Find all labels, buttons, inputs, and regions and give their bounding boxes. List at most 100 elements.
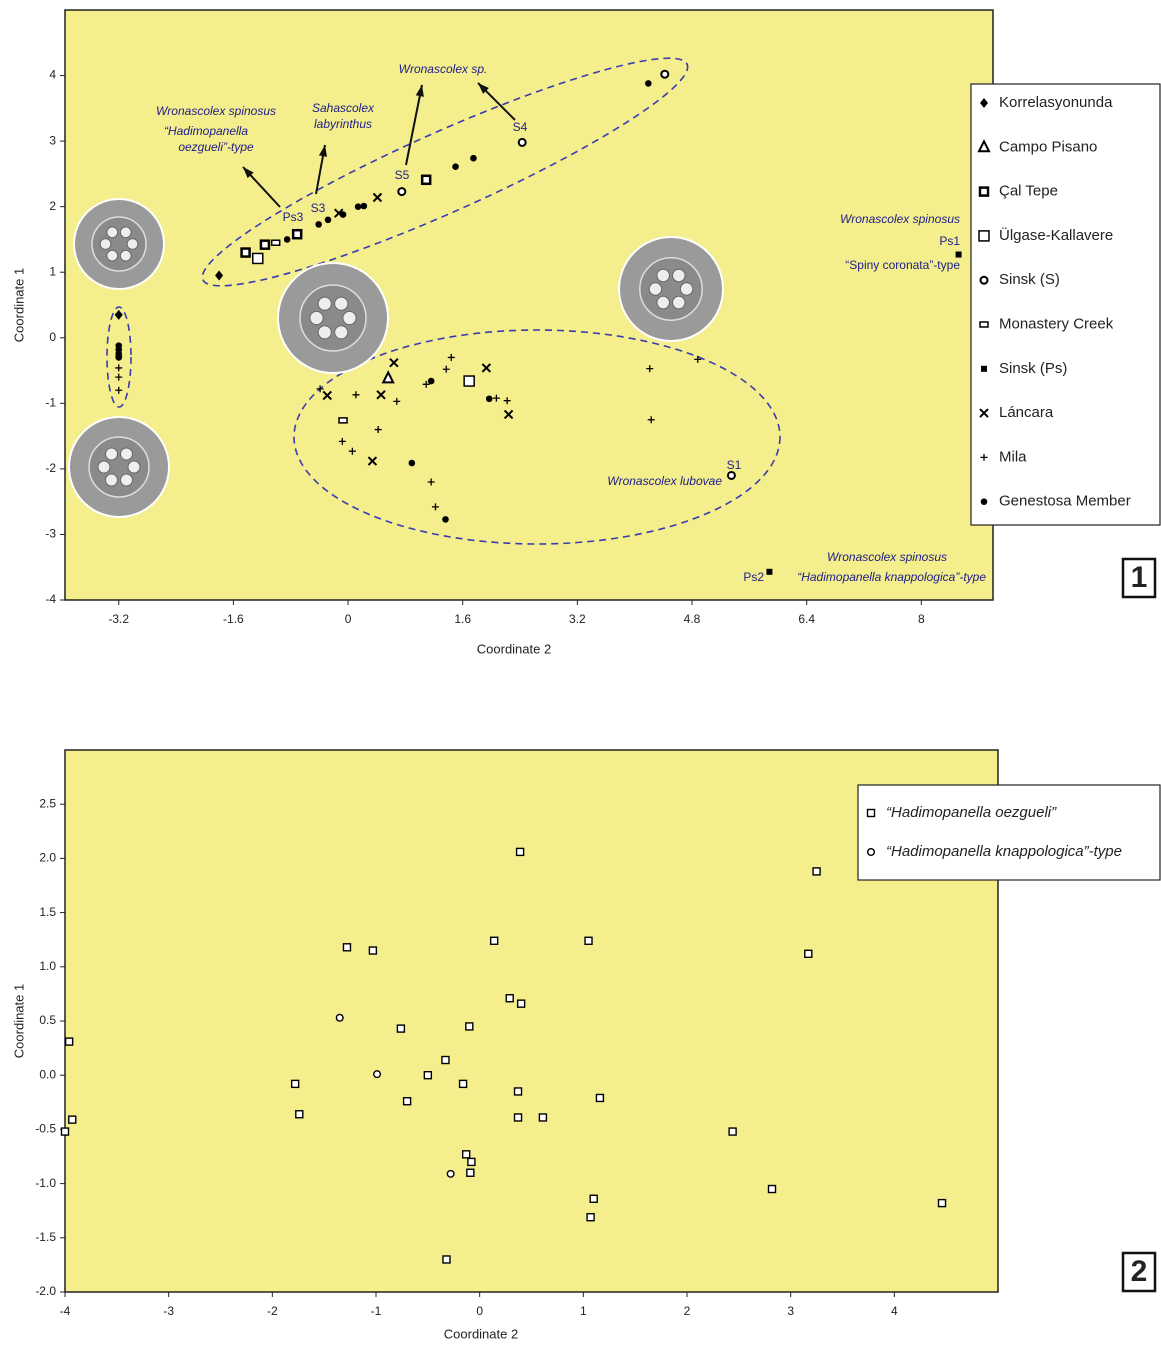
x-tick-label: 8 [918, 612, 925, 626]
point [339, 418, 347, 423]
specimen-image [318, 326, 331, 339]
point [397, 1025, 404, 1032]
point [590, 1195, 597, 1202]
x-tick-label: 2 [684, 1304, 691, 1318]
point [447, 1171, 454, 1178]
annotation: “Hadimopanella [164, 124, 248, 138]
y-tick-label: -1.0 [35, 1176, 56, 1190]
specimen-image [120, 227, 131, 238]
x-tick-label: 4.8 [684, 612, 701, 626]
x-tick-label: 6.4 [798, 612, 815, 626]
point [404, 1098, 411, 1105]
point [355, 203, 362, 210]
specimen-image [107, 250, 118, 261]
point [470, 155, 477, 162]
x-tick-label: -3 [163, 1304, 174, 1318]
point [69, 1116, 76, 1123]
point [422, 176, 430, 184]
point [424, 1072, 431, 1079]
y-tick-label: 2.5 [39, 796, 56, 810]
specimen-image [98, 461, 110, 473]
specimen-image [335, 326, 348, 339]
x-tick-label: 0 [345, 612, 352, 626]
y-axis-label: Coordinate 1 [11, 984, 26, 1058]
point [939, 1200, 946, 1207]
point [518, 1000, 525, 1007]
legend-label: Mila [999, 448, 1027, 465]
x-tick-label: 3 [787, 1304, 794, 1318]
annotation: labyrinthus [314, 117, 372, 131]
point [115, 354, 122, 361]
annotation: S5 [395, 168, 410, 182]
x-tick-label: 1.6 [454, 612, 471, 626]
point [242, 249, 250, 257]
legend-label: Korrelasyonunda [999, 94, 1113, 111]
point [62, 1128, 69, 1135]
y-tick-label: -3 [45, 527, 56, 541]
y-tick-label: 1.5 [39, 905, 56, 919]
point [398, 188, 405, 195]
y-tick-label: 3 [49, 133, 56, 147]
specimen-image [318, 297, 331, 310]
y-tick-label: -4 [45, 592, 56, 606]
specimen-image [649, 283, 661, 295]
specimen-image [680, 283, 692, 295]
legend-marker [868, 849, 875, 856]
point [315, 221, 322, 228]
legend-label: Sinsk (S) [999, 271, 1060, 288]
legend-label: “Hadimopanella knappologica”-type [886, 843, 1122, 860]
annotation: Ps1 [939, 234, 960, 248]
point [442, 1057, 449, 1064]
specimen-image [657, 269, 669, 281]
panel-label: 2 [1131, 1255, 1148, 1288]
point [443, 1256, 450, 1263]
point [293, 230, 301, 238]
point [343, 944, 350, 951]
legend-marker [981, 498, 988, 505]
point [956, 252, 962, 258]
specimen-image [657, 296, 669, 308]
point [284, 236, 291, 243]
x-axis-label: Coordinate 2 [477, 641, 551, 656]
point [428, 378, 435, 385]
annotation: Wronascolex sp. [399, 62, 488, 76]
point [442, 516, 449, 523]
annotation: Sahascolex [312, 101, 375, 115]
point [374, 1071, 381, 1078]
point [506, 995, 513, 1002]
point [813, 868, 820, 875]
x-tick-label: -4 [60, 1304, 71, 1318]
specimen-image [128, 461, 140, 473]
point [361, 203, 368, 210]
annotation: Ps2 [743, 570, 764, 584]
legend-marker [981, 366, 987, 372]
point [486, 395, 493, 402]
specimen-image [106, 448, 118, 460]
y-tick-label: 0.5 [39, 1013, 56, 1027]
legend-label: Láncara [999, 404, 1054, 421]
annotation: Wronascolex spinosus [840, 212, 960, 226]
y-tick-label: 2.0 [39, 851, 56, 865]
legend-marker [981, 277, 988, 284]
point [645, 80, 652, 87]
annotation: “Spiny coronata”-type [845, 258, 960, 272]
point [468, 1158, 475, 1165]
y-tick-label: 1.0 [39, 959, 56, 973]
x-tick-label: 3.2 [569, 612, 586, 626]
x-tick-label: 4 [891, 1304, 898, 1318]
specimen-image [335, 297, 348, 310]
specimen-image [107, 227, 118, 238]
y-tick-label: -0.5 [35, 1122, 56, 1136]
legend [858, 785, 1160, 880]
legend-label: Campo Pisano [999, 138, 1097, 155]
point [661, 71, 668, 78]
point [729, 1128, 736, 1135]
point [463, 1151, 470, 1158]
point [517, 848, 524, 855]
annotation: Wronascolex spinosus [827, 550, 947, 564]
figure: -3.2-1.601.63.24.86.48-4-3-2-101234Coord… [0, 0, 1161, 1345]
legend-label: “Hadimopanella oezgueli” [886, 804, 1057, 821]
x-tick-label: 0 [476, 1304, 483, 1318]
specimen-image [127, 239, 138, 250]
legend-label: Genestosa Member [999, 493, 1131, 510]
